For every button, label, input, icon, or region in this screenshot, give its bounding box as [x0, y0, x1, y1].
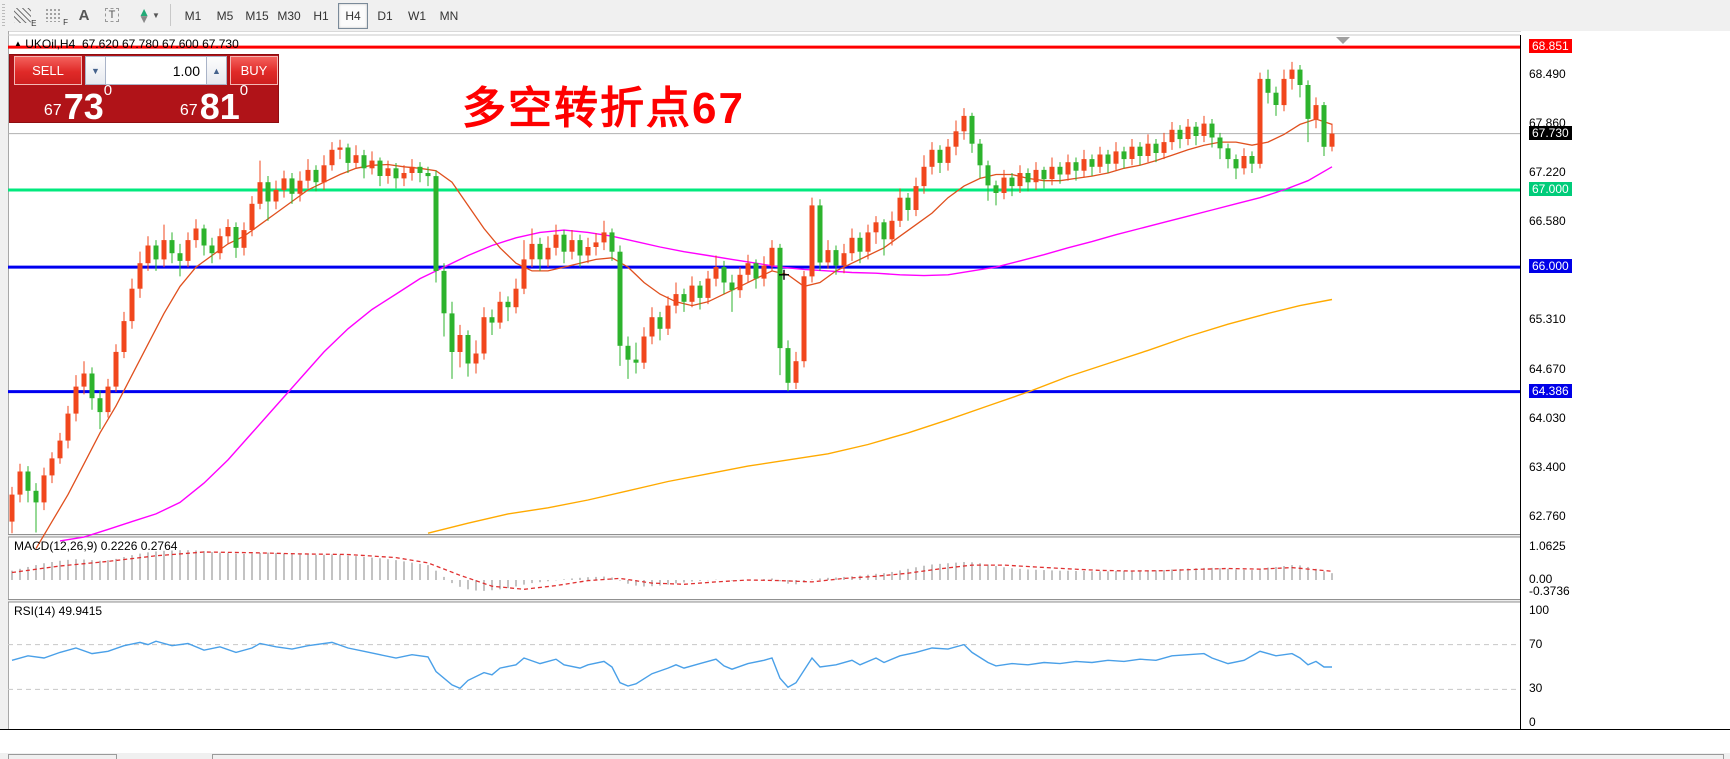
objects-grid-icon[interactable]: F	[40, 3, 68, 27]
ohlc-values: 67.620 67.780 67.600 67.730	[81, 37, 239, 51]
price-axis-label: 66.580	[1529, 214, 1566, 229]
macd-label: MACD(12,26,9) 0.2226 0.2764	[14, 539, 178, 553]
volume-decrease-button[interactable]: ▼	[85, 56, 106, 85]
chevron-down-icon: ▼	[151, 10, 160, 20]
text-label-icon[interactable]: T	[98, 3, 126, 27]
timeframe-button-m15[interactable]: M15	[245, 9, 269, 23]
chart-tab-area[interactable]	[212, 754, 1724, 759]
buy-button[interactable]: BUY	[230, 56, 278, 85]
price-axis-label: 68.851	[1529, 39, 1572, 54]
timeframe-button-m1[interactable]: M1	[184, 9, 202, 23]
timeframe-button-w1[interactable]: W1	[408, 9, 426, 23]
chart-tab[interactable]	[8, 754, 117, 759]
price-axis-label: 70	[1529, 636, 1543, 651]
price-axis-label: 67.000	[1529, 181, 1572, 196]
title-marker-icon: ▲	[14, 39, 22, 48]
timeframe-button-h4[interactable]: H4	[338, 3, 368, 29]
buy-price[interactable]: 67 81 0	[179, 82, 249, 127]
price-axis-label: 100	[1529, 603, 1550, 617]
toolbar-grip[interactable]	[2, 4, 5, 26]
price-axis-label: 65.310	[1529, 312, 1566, 327]
price-axis-label: 67.220	[1529, 164, 1566, 179]
toolbar-separator	[170, 4, 171, 26]
price-axis-label: -0.3736	[1529, 583, 1570, 598]
price-axis-label: 0	[1529, 715, 1536, 729]
rsi-label: RSI(14) 49.9415	[14, 604, 103, 618]
price-axis-label: 1.0625	[1529, 538, 1566, 553]
trade-panel-top-row: SELL ▼ ▲ BUY	[10, 55, 278, 85]
price-axis-label: 0.00	[1529, 572, 1553, 586]
price-axis-label: 64.030	[1529, 411, 1566, 426]
left-dock-strip	[0, 31, 9, 759]
volume-input[interactable]	[106, 56, 206, 85]
symbol-title: UKOil,H4	[25, 37, 76, 51]
timeframe-group: M1 M5 M15 M30 H1 H4 D1 W1 MN	[178, 3, 466, 29]
volume-increase-button[interactable]: ▲	[206, 56, 227, 85]
chart-annotation-text: 多空转折点67	[462, 84, 745, 133]
timeframe-button-d1[interactable]: D1	[377, 9, 393, 23]
price-axis[interactable]	[1521, 31, 1730, 729]
timeframe-button-m30[interactable]: M30	[277, 9, 301, 23]
price-axis-label: 30	[1529, 681, 1543, 696]
price-axis-label: 64.670	[1529, 361, 1566, 376]
price-axis-label: 67.730	[1529, 125, 1572, 140]
timeframe-button-m5[interactable]: M5	[216, 9, 234, 23]
timeframe-button-mn[interactable]: MN	[439, 9, 459, 23]
text-icon[interactable]: A	[78, 6, 90, 24]
arrange-icon[interactable]: ▲ ▼ ▼	[138, 4, 160, 26]
toolbar: E F A T ▲ ▼ ▼ M1 M5 M15 M30 H1 H4 D1 W1 MN	[0, 0, 1730, 32]
sell-button[interactable]: SELL	[14, 56, 82, 85]
chart-title: ▲ UKOil,H4 67.620 67.780 67.600 67.730	[14, 37, 239, 51]
indicators-icon[interactable]: E	[8, 3, 37, 28]
price-axis-label: 62.760	[1529, 509, 1566, 523]
timeframe-button-h1[interactable]: H1	[313, 9, 329, 23]
price-axis-label: 66.000	[1529, 259, 1572, 274]
price-axis-label: 64.386	[1529, 383, 1572, 398]
one-click-trade-panel: SELL ▼ ▲ BUY 67 73 0 67 81 0	[10, 55, 278, 127]
sell-price[interactable]: 67 73 0	[43, 82, 113, 127]
price-axis-label: 68.490	[1529, 67, 1566, 81]
price-axis-label: 63.400	[1529, 459, 1566, 474]
time-axis[interactable]	[0, 729, 1730, 753]
